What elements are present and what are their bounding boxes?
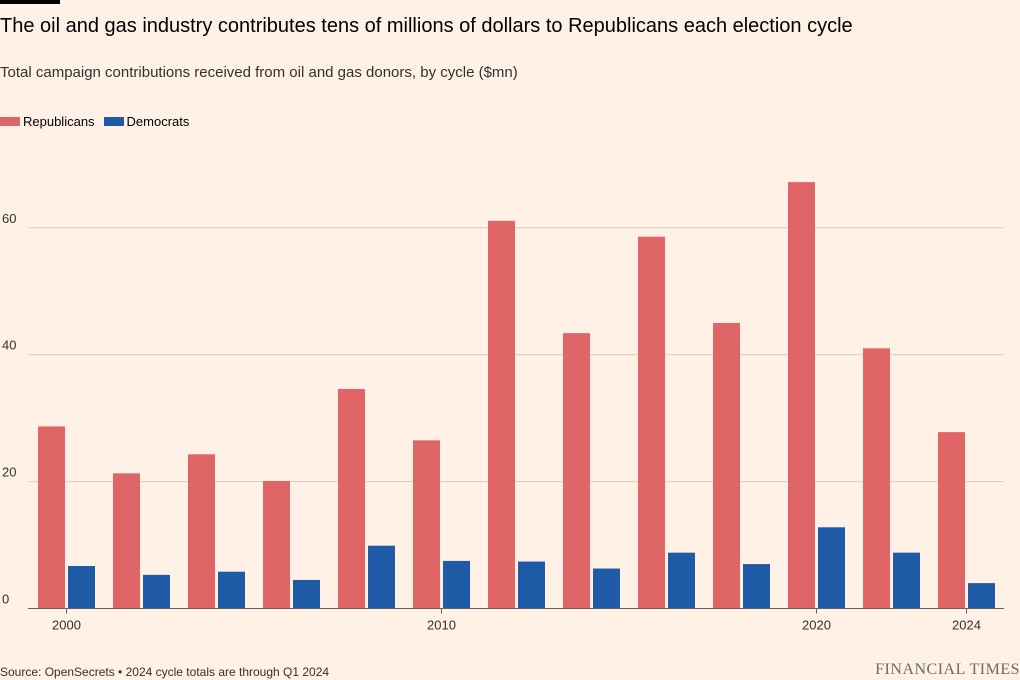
- republicans-bar-2018: [713, 322, 740, 609]
- republicans-bar-2008: [338, 388, 365, 609]
- democrats-bar-2012: [518, 561, 545, 609]
- y-tick-label-40: 40: [2, 338, 16, 353]
- source-note: Source: OpenSecrets • 2024 cycle totals …: [0, 665, 330, 679]
- republicans-bar-2020: [788, 182, 815, 609]
- republicans-bar-2022: [863, 348, 890, 609]
- democrats-bar-2018: [743, 564, 770, 609]
- republicans-bar-2006: [263, 480, 290, 609]
- legend-item-democrats: Democrats: [103, 114, 190, 129]
- democrats-bar-2004: [218, 571, 245, 609]
- x-tick-label-2010: 2010: [427, 618, 456, 633]
- chart-legend: Republicans Democrats: [0, 114, 198, 129]
- x-tick-label-2000: 2000: [52, 618, 81, 633]
- legend-swatch-republicans: [0, 117, 20, 126]
- chart-gridlines: [28, 227, 1004, 483]
- republicans-bar-2004: [188, 454, 215, 609]
- republicans-bar-2000: [38, 426, 65, 609]
- x-tick-label-2024: 2024: [952, 618, 981, 633]
- y-tick-label-0: 0: [2, 592, 9, 607]
- x-tick-label-2020: 2020: [802, 618, 831, 633]
- publisher-wordmark: FINANCIAL TIMES: [875, 661, 1020, 678]
- republicans-bar-2016: [638, 236, 665, 609]
- brand-topbar: [0, 0, 60, 4]
- democrats-bar-2002: [143, 574, 170, 609]
- democrats-bar-2016: [668, 552, 695, 609]
- legend-item-republicans: Republicans: [0, 114, 95, 129]
- democrats-bar-2010: [443, 560, 470, 609]
- republicans-bar-2024: [938, 432, 965, 609]
- y-tick-label-20: 20: [2, 465, 16, 480]
- republicans-bar-2010: [413, 440, 440, 609]
- democrats-bar-2022: [893, 552, 920, 609]
- democrats-bar-2020: [818, 527, 845, 609]
- republicans-bar-2002: [113, 473, 140, 609]
- bar-chart: 0 20 40 60 2000 2010 2020 2024: [2, 182, 1004, 633]
- democrats-bar-2014: [593, 568, 620, 609]
- democrats-bar-2008: [368, 545, 395, 609]
- chart-bars: [38, 182, 995, 609]
- democrats-bar-2000: [68, 565, 95, 609]
- legend-label-democrats: Democrats: [126, 114, 190, 129]
- democrats-bar-2006: [293, 579, 320, 609]
- republicans-bar-2014: [563, 333, 590, 609]
- chart-axes: 0 20 40 60 2000 2010 2020 2024: [2, 211, 1004, 633]
- legend-label-republicans: Republicans: [23, 114, 95, 129]
- y-tick-label-60: 60: [2, 211, 16, 226]
- democrats-bar-2024: [968, 583, 995, 609]
- legend-swatch-democrats: [103, 117, 124, 126]
- republicans-bar-2012: [488, 220, 515, 609]
- chart-subtitle: Total campaign contributions received fr…: [0, 64, 518, 81]
- chart-title: The oil and gas industry contributes ten…: [0, 15, 853, 37]
